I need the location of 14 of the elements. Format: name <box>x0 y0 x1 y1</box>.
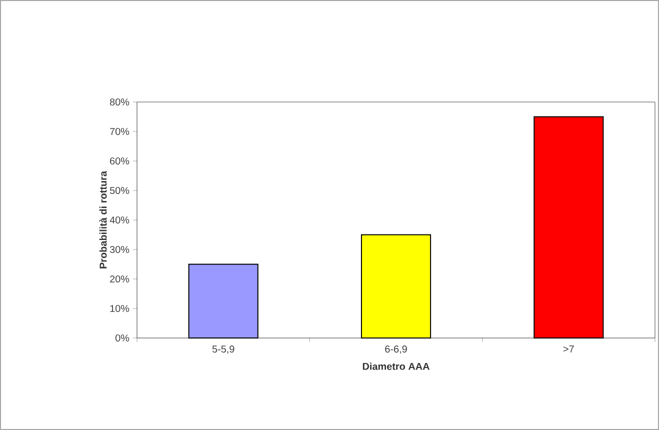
y-tick-label: 50% <box>110 186 130 194</box>
y-tick-label: 40% <box>110 216 130 224</box>
y-tick-label: 30% <box>110 246 130 254</box>
x-tick-label: 5-5,9 <box>212 346 234 354</box>
y-tick-label: 10% <box>110 304 130 312</box>
x-tick-label: 6-6,9 <box>385 346 407 354</box>
y-tick-label: 60% <box>110 157 130 165</box>
y-tick-label: 20% <box>110 275 130 283</box>
y-tick-label: 80% <box>110 98 130 106</box>
y-tick-label: 70% <box>110 128 130 136</box>
x-tick-label: >7 <box>563 346 574 352</box>
y-axis-title: Probabilità di rottura <box>99 170 107 268</box>
y-tick-label: 0% <box>115 334 130 342</box>
x-axis-title: Diametro AAA <box>362 362 430 370</box>
